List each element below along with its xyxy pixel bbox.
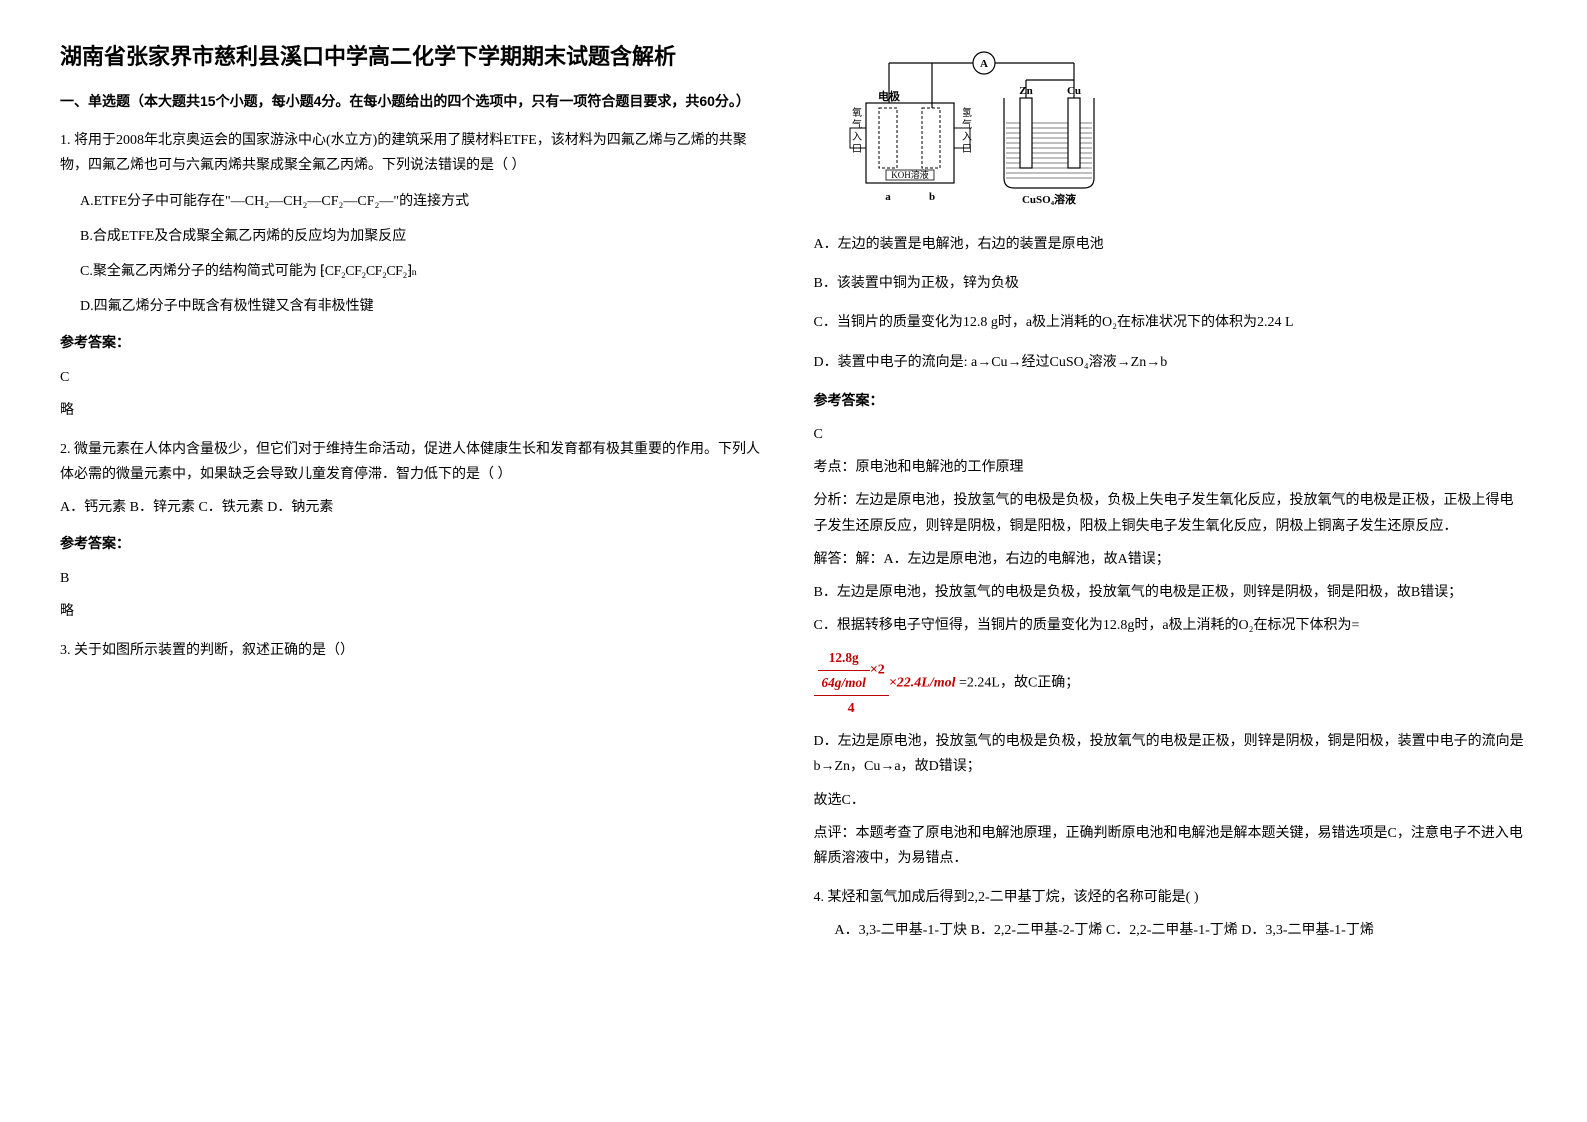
q3-jieda-d: D．左边是原电池，投放氢气的电极是负极，投放氧气的电极是正极，则锌是阴极，铜是阳… [814, 729, 1528, 779]
svg-text:CuSO₄溶液: CuSO₄溶液 [1021, 192, 1076, 206]
svg-text:A: A [980, 58, 988, 70]
frac-den1: 64g/mol [822, 675, 866, 690]
q1-note: 略 [60, 398, 774, 423]
frac-num1: 12.8g [818, 646, 870, 671]
q1-optc-formula: ⁅CF₂CF₂CF₂CF₂⁆n [317, 264, 416, 279]
svg-text:氢: 氢 [962, 106, 972, 119]
svg-text:入: 入 [962, 132, 972, 143]
frac-den-outer: 4 [814, 696, 889, 721]
q1-answer: C [60, 365, 774, 390]
fraction-outer: 12.8g 64g/mol ×2 4 [814, 646, 889, 721]
formula-result: =2.24L，故C正确； [959, 676, 1079, 691]
q3-option-d: D．装置中电子的流向是: a→Cu→经过CuSO₄溶液→Zn→b [814, 350, 1528, 375]
right-column: A 电极 氧 气 入 口 氢 气 入 口 [814, 40, 1528, 944]
q3-guxuan: 故选C． [814, 788, 1528, 813]
q1-stem: 1. 将用于2008年北京奥运会的国家游泳中心(水立方)的建筑采用了膜材料ETF… [60, 128, 774, 178]
page-title: 湖南省张家界市慈利县溪口中学高二化学下学期期末试题含解析 [60, 40, 774, 73]
svg-text:Zn: Zn [1019, 85, 1032, 97]
q3-formula: 12.8g 64g/mol ×2 4 ×22.4L/mol =2.24L，故C正… [814, 646, 1528, 721]
section-header: 一、单选题（本大题共15个小题，每小题4分。在每小题给出的四个选项中，只有一项符… [60, 89, 774, 114]
svg-text:气: 气 [962, 118, 972, 131]
svg-text:b: b [928, 191, 934, 203]
q3-option-b: B．该装置中铜为正极，锌为负极 [814, 271, 1528, 296]
svg-text:KOH溶液: KOH溶液 [891, 169, 929, 180]
q1-optc-prefix: C.聚全氟乙丙烯分子的结构简式可能为 [80, 264, 317, 279]
q2-stem: 2. 微量元素在人体内含量极少，但它们对于维持生命活动，促进人体健康生长和发育都… [60, 437, 774, 487]
svg-text:入: 入 [852, 132, 862, 143]
q3-kaodian: 考点：原电池和电解池的工作原理 [814, 455, 1528, 480]
q4-options: A．3,3-二甲基-1-丁炔 B．2,2-二甲基-2-丁烯 C．2,2-二甲基-… [814, 918, 1528, 943]
svg-text:氧: 氧 [852, 106, 862, 119]
svg-text:电极: 电极 [878, 89, 901, 103]
q2-answer: B [60, 566, 774, 591]
q3-answer: C [814, 422, 1528, 447]
frac-tail: ×22.4L/mol [889, 676, 956, 691]
svg-text:Cu: Cu [1066, 85, 1080, 97]
q1-option-c: C.聚全氟乙丙烯分子的结构简式可能为 ⁅CF₂CF₂CF₂CF₂⁆n [80, 259, 774, 284]
left-column: 湖南省张家界市慈利县溪口中学高二化学下学期期末试题含解析 一、单选题（本大题共1… [60, 40, 774, 944]
q4-stem: 4. 某烃和氢气加成后得到2,2-二甲基丁烷，该烃的名称可能是( ) [814, 885, 1528, 910]
circuit-diagram: A 电极 氧 气 入 口 氢 气 入 口 [844, 48, 1104, 218]
q3-stem: 3. 关于如图所示装置的判断，叙述正确的是（） [60, 638, 774, 663]
frac-times: ×2 [870, 663, 885, 678]
svg-text:a: a [885, 191, 891, 203]
q3-answer-label: 参考答案： [814, 389, 1528, 414]
svg-text:口: 口 [962, 144, 972, 155]
q3-option-a: A．左边的装置是电解池，右边的装置是原电池 [814, 232, 1528, 257]
q1-option-b: B.合成ETFE及合成聚全氟乙丙烯的反应均为加聚反应 [80, 224, 774, 249]
q2-options: A．钙元素 B．锌元素 C．铁元素 D．钠元素 [60, 495, 774, 520]
q3-jieda-a: 解答：解：A．左边是原电池，右边的电解池，故A错误； [814, 547, 1528, 572]
q3-jieda-c: C．根据转移电子守恒得，当铜片的质量变化为12.8g时，a极上消耗的O₂在标况下… [814, 613, 1528, 638]
q3-jieda-b: B．左边是原电池，投放氢气的电极是负极，投放氧气的电极是正极，则锌是阴极，铜是阳… [814, 580, 1528, 605]
q3-option-c: C．当铜片的质量变化为12.8 g时，a极上消耗的O₂在标准状况下的体积为2.2… [814, 310, 1528, 335]
q3-diagram: A 电极 氧 气 入 口 氢 气 入 口 [844, 48, 1528, 218]
svg-text:口: 口 [852, 144, 862, 155]
q1-answer-label: 参考答案： [60, 331, 774, 356]
q1-option-a: A.ETFE分子中可能存在"—CH₂—CH₂—CF₂—CF₂—"的连接方式 [80, 189, 774, 214]
q3-fenxi: 分析：左边是原电池，投放氢气的电极是负极，负极上失电子发生氧化反应，投放氧气的电… [814, 488, 1528, 538]
q2-answer-label: 参考答案： [60, 532, 774, 557]
q1-option-d: D.四氟乙烯分子中既含有极性键又含有非极性键 [80, 294, 774, 319]
q3-dianping: 点评：本题考查了原电池和电解池原理，正确判断原电池和电解池是解本题关键，易错选项… [814, 821, 1528, 871]
q2-note: 略 [60, 599, 774, 624]
svg-text:气: 气 [852, 118, 862, 131]
